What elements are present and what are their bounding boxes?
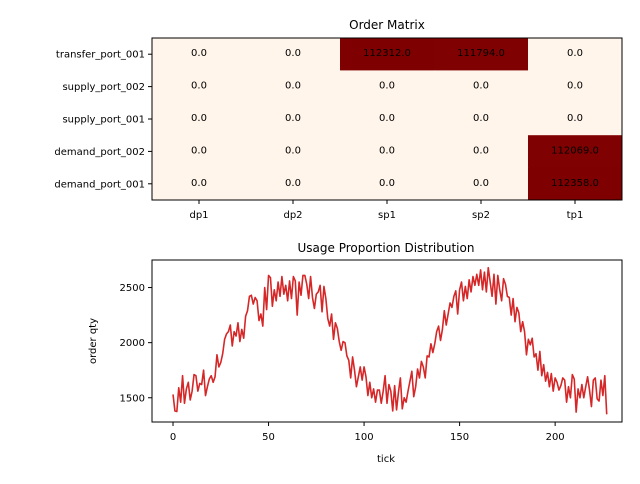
heatmap-title: Order Matrix: [349, 18, 425, 32]
heatmap-cell-label: 0.0: [567, 81, 583, 92]
heatmap-frame: [151, 37, 623, 201]
heatmap-cell-label: 0.0: [191, 113, 207, 124]
heatmap-chart: Order Matrix 0.0 0.0 112312.0 111794.0 0.00.…: [54, 18, 623, 221]
heatmap-cell-label: 112358.0: [551, 178, 599, 189]
heatmap-cell: [528, 70, 623, 104]
heatmap-cell-label: 112312.0: [363, 48, 411, 59]
heatmap-cell: [340, 70, 435, 104]
series-line: [172, 266, 608, 415]
x-tick-label: dp2: [283, 210, 302, 221]
heatmap-cell-label: 0.0: [285, 178, 301, 189]
line-chart-frame: [151, 259, 623, 423]
heatmap-cell-label: 0.0: [191, 178, 207, 189]
y-tick-label: demand_port_002: [54, 147, 145, 158]
y-tick-label: 2500: [120, 283, 145, 294]
heatmap-cell-label: 0.0: [379, 178, 395, 189]
heatmap-cell: [152, 167, 247, 201]
y-axis-label: order qty: [88, 318, 99, 364]
x-tick-label: sp2: [472, 210, 490, 221]
heatmap-cell-label: 0.0: [567, 113, 583, 124]
x-tick-label: 100: [355, 432, 374, 443]
heatmap-cell-label: 0.0: [285, 81, 301, 92]
x-tick-label: sp1: [378, 210, 396, 221]
heatmap-cell: [246, 102, 341, 136]
heatmap-cell-label: 111794.0: [457, 48, 505, 59]
heatmap-cell-label: 0.0: [379, 145, 395, 156]
heatmap-cell: [246, 70, 341, 104]
heatmap-cell-label: 0.0: [191, 145, 207, 156]
x-tick-label: 200: [546, 432, 565, 443]
heatmap-cell-label: 112069.0: [551, 145, 599, 156]
heatmap-cell-label: 0.0: [285, 113, 301, 124]
heatmap-cell-label: 0.0: [567, 48, 583, 59]
heatmap-cells: [152, 38, 623, 201]
heatmap-cell: [152, 135, 247, 169]
heatmap-cell: [434, 102, 529, 136]
x-tick-label: 50: [262, 432, 275, 443]
line-chart: Usage Proportion Distribution 0 50 100 150 2…: [88, 241, 623, 465]
heatmap-cell: [434, 70, 529, 104]
x-tick-label: tp1: [567, 210, 584, 221]
y-tick-label: transfer_port_001: [56, 50, 145, 61]
heatmap-cell: [528, 38, 623, 71]
heatmap-cell: [340, 167, 435, 201]
heatmap-cell: [340, 135, 435, 169]
heatmap-cell: [528, 135, 623, 169]
heatmap-cell: [340, 102, 435, 136]
heatmap-x-ticks: dp1 dp2 sp1 sp2 tp1: [189, 200, 583, 221]
heatmap-cell-label: 0.0: [379, 113, 395, 124]
heatmap-cell-label: 0.0: [473, 178, 489, 189]
y-tick-label: demand_port_001: [54, 179, 145, 190]
heatmap-cell: [152, 38, 247, 71]
heatmap-cell: [246, 38, 341, 71]
y-tick-label: supply_port_001: [62, 115, 145, 126]
x-tick-label: 0: [170, 432, 176, 443]
heatmap-cell: [434, 167, 529, 201]
x-tick-label: 150: [450, 432, 469, 443]
heatmap-cell: [434, 135, 529, 169]
heatmap-cell: [434, 38, 529, 71]
heatmap-cell: [528, 102, 623, 136]
heatmap-y-ticks: transfer_port_001 supply_port_002 supply_p…: [54, 50, 152, 190]
line-chart-title: Usage Proportion Distribution: [298, 241, 475, 255]
heatmap-cell: [246, 135, 341, 169]
x-tick-label: dp1: [189, 210, 208, 221]
heatmap-cell: [340, 38, 435, 71]
heatmap-cell-label: 0.0: [379, 81, 395, 92]
line-chart-ticks: 0 50 100 150 200 1500 2000 2500: [120, 283, 565, 443]
heatmap-cell-label: 0.0: [473, 113, 489, 124]
heatmap-cell-label: 0.0: [473, 145, 489, 156]
heatmap-cell-label: 0.0: [191, 48, 207, 59]
heatmap-cell: [152, 102, 247, 136]
heatmap-cell-label: 0.0: [285, 145, 301, 156]
y-tick-label: 1500: [120, 393, 145, 404]
y-tick-label: supply_port_002: [62, 82, 145, 93]
y-tick-label: 2000: [120, 338, 145, 349]
x-axis-label: tick: [377, 454, 395, 465]
heatmap-cell-label: 0.0: [191, 81, 207, 92]
heatmap-cell-labels: 0.0 0.0 112312.0 111794.0 0.0 0.0 0.0 0.0 0.0 0.0…: [191, 48, 599, 189]
heatmap-cell-label: 0.0: [473, 81, 489, 92]
heatmap-cell-label: 0.0: [285, 48, 301, 59]
heatmap-cell: [246, 167, 341, 201]
heatmap-cell: [152, 70, 247, 104]
heatmap-cell: [528, 167, 623, 201]
